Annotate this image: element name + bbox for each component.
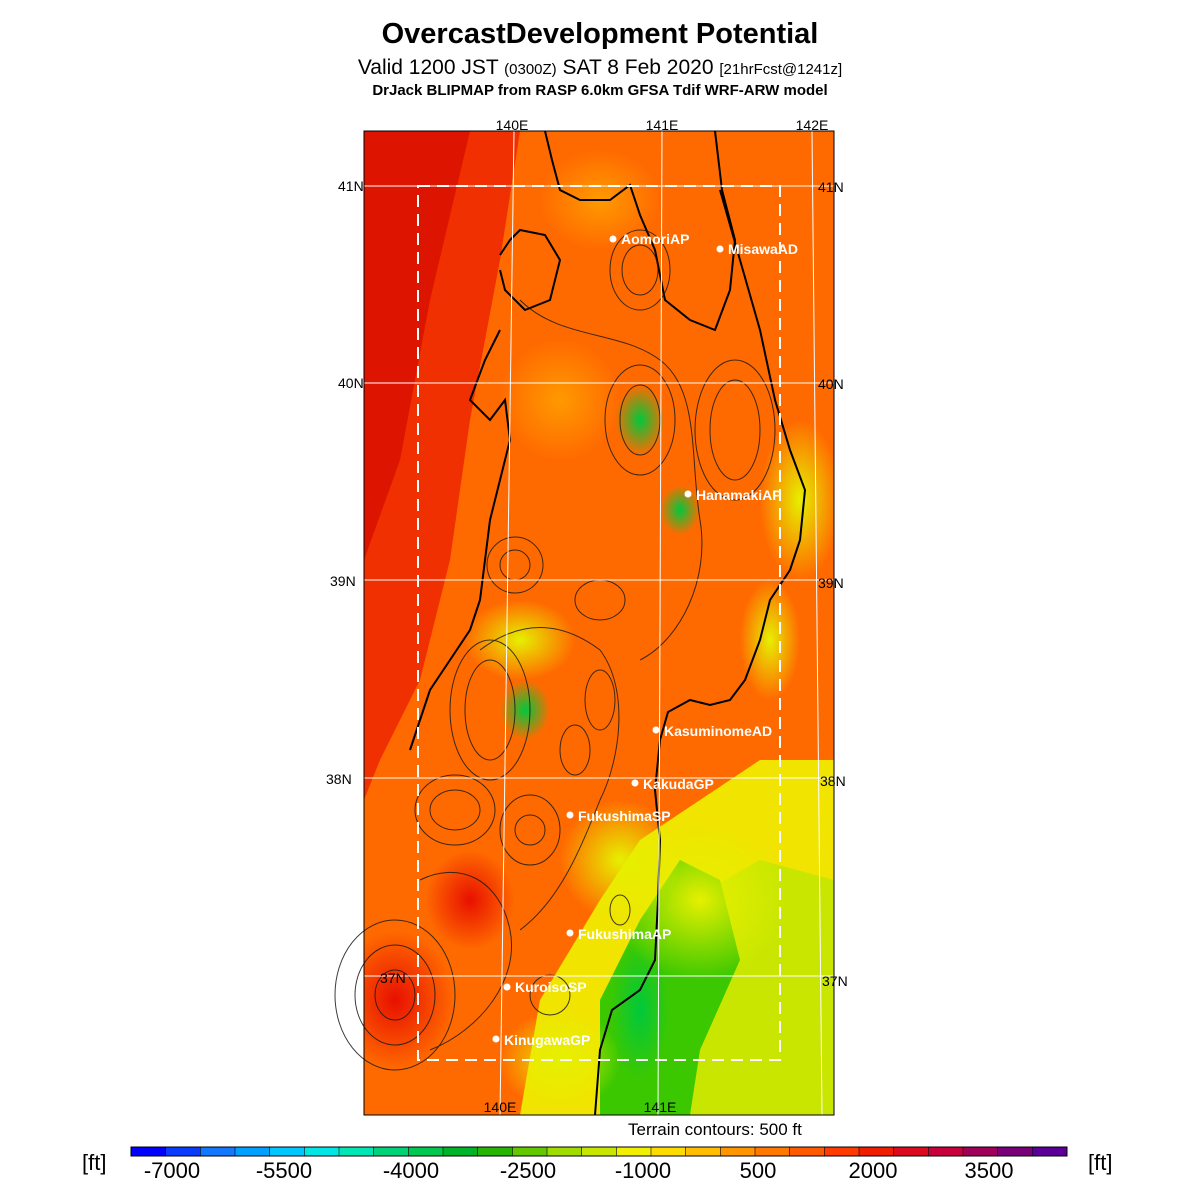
color-scale-swatch (789, 1147, 825, 1156)
legend-tick-label: -4000 (382, 1158, 440, 1183)
station-label: KuroisoSP (515, 979, 587, 995)
color-scale-swatch (339, 1147, 375, 1156)
inner-domain-box (417, 185, 781, 1061)
color-scale-swatch (616, 1147, 652, 1156)
legend-tick-label: 500 (739, 1158, 777, 1183)
color-scale-swatch (165, 1147, 201, 1156)
legend-tick-label: -7000 (143, 1158, 201, 1183)
color-scale-swatch (824, 1147, 860, 1156)
color-scale-swatch (1032, 1147, 1068, 1156)
station-marker (566, 811, 574, 819)
station-marker (652, 726, 660, 734)
lat-lon-grid (364, 130, 834, 1116)
color-scale-swatch (755, 1147, 791, 1156)
lat-label-left-41: 41N (338, 178, 364, 194)
lat-label-right-37: 37N (822, 973, 848, 989)
legend-tick-label: -2500 (499, 1158, 557, 1183)
color-scale-swatch (408, 1147, 444, 1156)
terrain-contour-note: Terrain contours: 500 ft (628, 1120, 802, 1139)
color-scale-swatch (685, 1147, 721, 1156)
color-scale-swatch (581, 1147, 617, 1156)
legend-unit-right: [ft] (1088, 1150, 1113, 1175)
legend-tick-label: 3500 (964, 1158, 1014, 1183)
legend-tick-label: -5500 (255, 1158, 313, 1183)
color-scale-swatch (235, 1147, 271, 1156)
station-marker (716, 245, 724, 253)
color-scale-swatch (997, 1147, 1033, 1156)
lat-label-left-39: 39N (330, 573, 356, 589)
color-scale-swatch (720, 1147, 756, 1156)
legend-unit-left: [ft] (82, 1150, 107, 1175)
lon-label-bottom-141: 141E (644, 1099, 677, 1115)
station-marker (631, 779, 639, 787)
model-description: DrJack BLIPMAP from RASP 6.0km GFSA Tdif… (372, 82, 828, 99)
color-scale-swatch (512, 1147, 548, 1156)
terrain-contours (334, 229, 776, 1071)
station-marker (609, 235, 617, 243)
chart-title: OvercastDevelopment Potential (381, 18, 819, 50)
color-scale-bar (130, 1146, 1068, 1157)
color-scale-swatch (443, 1147, 479, 1156)
valid-zulu: (0300Z) (504, 61, 557, 78)
station-label: AomoriAP (621, 231, 689, 247)
color-scale-swatch (200, 1147, 236, 1156)
color-scale-swatch (859, 1147, 895, 1156)
color-scale-swatch (477, 1147, 513, 1156)
lon-label-top-140: 140E (496, 117, 529, 133)
station-marker (684, 490, 692, 498)
legend-tick-label: -1000 (614, 1158, 672, 1183)
valid-date: SAT 8 Feb 2020 (562, 56, 714, 79)
station-label: MisawaAD (728, 241, 798, 257)
lat-label-right-41: 41N (818, 179, 844, 195)
lon-label-top-142: 142E (796, 117, 829, 133)
lon-label-bottom-140: 140E (484, 1099, 517, 1115)
forecast-tag: [21hrFcst@1241z] (719, 61, 843, 78)
color-scale-swatch (304, 1147, 340, 1156)
station-label: FukushimaSP (578, 808, 671, 824)
valid-prefix: Valid 1200 JST (357, 56, 499, 79)
lat-label-left-40: 40N (338, 375, 364, 391)
color-scale-swatch (131, 1147, 167, 1156)
lat-label-right-39: 39N (818, 575, 844, 591)
station-marker (492, 1035, 500, 1043)
color-scale-swatch (893, 1147, 929, 1156)
color-scale-swatch (928, 1147, 964, 1156)
legend-tick-label: 2000 (848, 1158, 898, 1183)
station-label: KakudaGP (643, 776, 714, 792)
color-scale-swatch (373, 1147, 409, 1156)
lon-label-top-141: 141E (646, 117, 679, 133)
valid-time-line: Valid 1200 JST (0300Z) SAT 8 Feb 2020 [2… (0, 56, 1200, 80)
station-label: KinugawaGP (504, 1032, 590, 1048)
lat-label-right-38: 38N (820, 773, 846, 789)
shaded-field (364, 131, 834, 1115)
lat-label-left-38: 38N (326, 771, 352, 787)
station-label: KasuminomeAD (664, 723, 772, 739)
color-scale-swatch (547, 1147, 583, 1156)
lat-label-left-37: 37N (380, 970, 406, 986)
color-scale-swatch (269, 1147, 305, 1156)
color-scale-swatch (651, 1147, 687, 1156)
color-scale-swatch (963, 1147, 999, 1156)
station-label: HanamakiAP (696, 487, 782, 503)
station-marker (566, 929, 574, 937)
map-frame (363, 130, 835, 1116)
color-scale-frame (130, 1146, 1068, 1157)
lat-label-right-40: 40N (818, 376, 844, 392)
station-marker (503, 983, 511, 991)
station-label: FukushimaAP (578, 926, 671, 942)
